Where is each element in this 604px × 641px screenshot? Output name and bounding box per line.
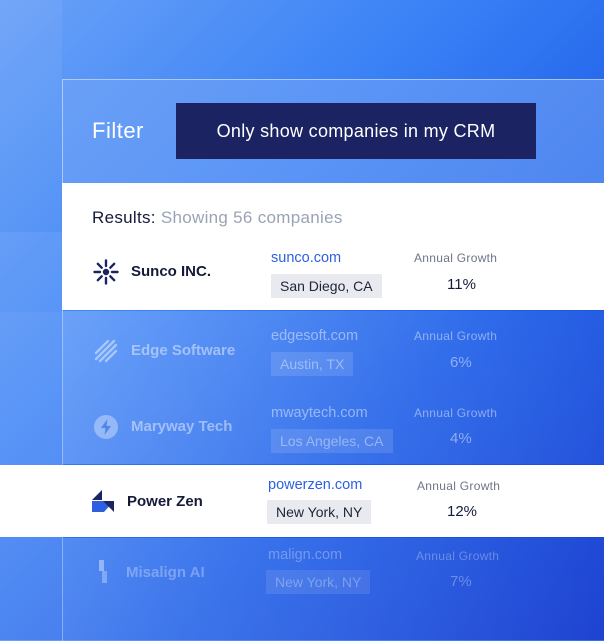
- stacked-blocks-logo-icon: [90, 488, 116, 514]
- growth-label: Annual Growth: [414, 329, 498, 343]
- growth-label: Annual Growth: [417, 479, 501, 493]
- sunburst-logo-icon: [93, 259, 119, 285]
- company-name: Power Zen: [127, 493, 203, 510]
- growth-value: 7%: [450, 573, 472, 590]
- background-tile: [62, 538, 604, 640]
- results-label: Results:: [92, 208, 156, 227]
- company-domain-link[interactable]: sunco.com: [271, 250, 342, 266]
- company-domain-link[interactable]: malign.com: [268, 547, 343, 563]
- offset-bars-logo-icon: [90, 559, 116, 585]
- company-domain-link[interactable]: powerzen.com: [268, 477, 363, 493]
- background-tile: [62, 311, 604, 464]
- filter-label: Filter: [92, 118, 144, 143]
- company-location-badge: Los Angeles, CA: [271, 429, 393, 453]
- background-tile: [0, 232, 62, 312]
- growth-value: 6%: [450, 354, 472, 371]
- growth-label: Annual Growth: [416, 549, 500, 563]
- company-name: Edge Software: [131, 342, 236, 359]
- company-location-badge: Austin, TX: [271, 352, 354, 376]
- growth-value: 12%: [447, 503, 478, 520]
- growth-label: Annual Growth: [414, 406, 498, 420]
- results-count: Showing 56 companies: [160, 208, 343, 227]
- company-location-badge: New York, NY: [266, 570, 371, 594]
- growth-label: Annual Growth: [414, 251, 498, 265]
- company-domain-link[interactable]: edgesoft.com: [271, 328, 359, 344]
- lightning-bolt-logo-icon: [93, 414, 119, 440]
- company-domain-link[interactable]: mwaytech.com: [271, 405, 368, 421]
- company-location-badge: New York, NY: [267, 500, 372, 524]
- growth-value: 4%: [450, 430, 472, 447]
- results-summary: Results: Showing 56 companies: [92, 208, 343, 228]
- company-name: Sunco INC.: [131, 263, 212, 280]
- company-location-badge: San Diego, CA: [271, 274, 382, 298]
- growth-value: 11%: [447, 276, 476, 293]
- filter-chip[interactable]: Only show companies in my CRM: [176, 103, 536, 159]
- company-name: Maryway Tech: [131, 418, 233, 435]
- background-tile: [0, 0, 62, 232]
- company-name: Misalign AI: [126, 564, 205, 581]
- diagonal-stripes-logo-icon: [93, 338, 119, 364]
